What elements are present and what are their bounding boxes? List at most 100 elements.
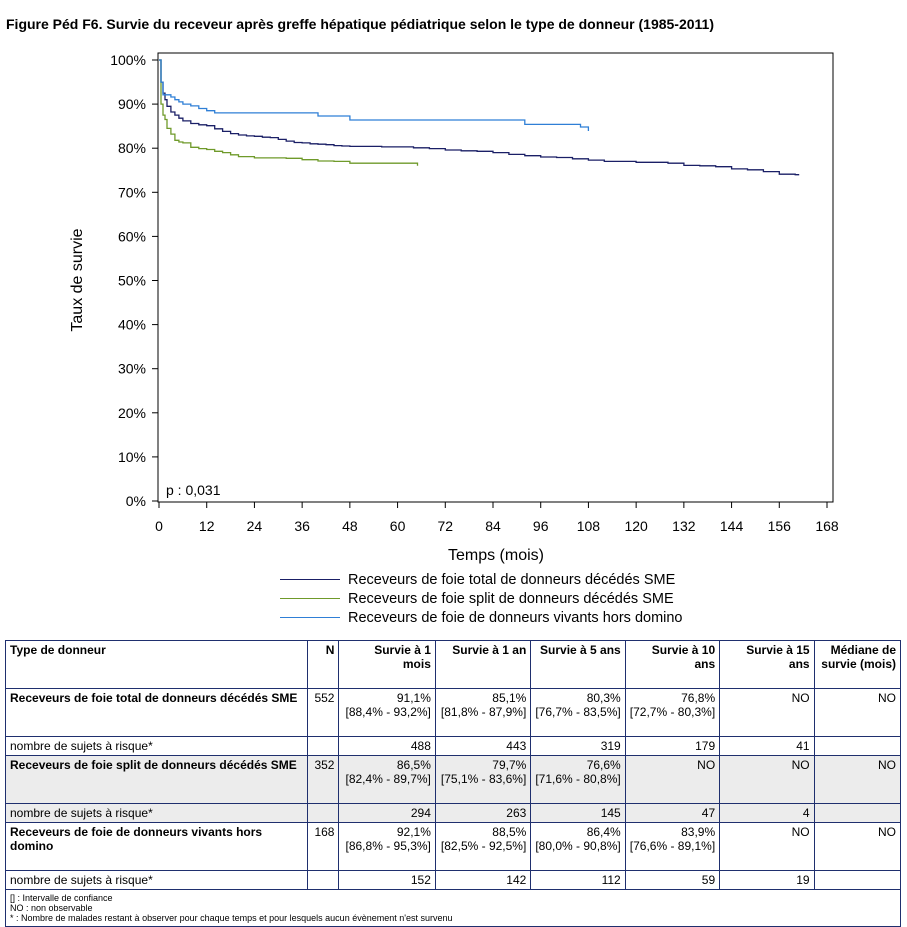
x-tick-label: 168 <box>815 518 839 534</box>
y-tick-label: 40% <box>118 317 146 333</box>
legend-item-total: Receveurs de foie total de donneurs décé… <box>280 570 683 589</box>
x-tick-label: 108 <box>577 518 601 534</box>
risk-10-years: 59 <box>624 870 721 890</box>
legend-label-split: Receveurs de foie split de donneurs décé… <box>348 590 674 607</box>
plot-background <box>60 38 852 570</box>
risk-1-month: 294 <box>338 803 436 823</box>
risk-15-years: 19 <box>719 870 815 890</box>
cell-empty <box>813 870 902 890</box>
survival-table: Type de donneur N Survie à 1 mois Survie… <box>4 640 902 927</box>
risk-15-years: 41 <box>719 736 815 756</box>
confidence-interval: [88,4% - 93,2%] <box>345 705 431 719</box>
cell-s1m: 91,1% [88,4% - 93,2%] <box>338 688 436 737</box>
cell-s15a: NO <box>719 688 815 737</box>
x-tick-label: 144 <box>720 518 744 534</box>
confidence-interval: [76,6% - 89,1%] <box>629 839 716 853</box>
value: 91,1% <box>396 691 431 705</box>
note-no: NO : non observable <box>10 903 93 913</box>
cell-empty <box>813 736 902 756</box>
legend-swatch-total <box>280 579 340 580</box>
cell-s10a: 83,9% [76,6% - 89,1%] <box>624 822 721 871</box>
value: 85,1% <box>492 691 527 705</box>
x-tick-label: 120 <box>624 518 648 534</box>
cell-s10a: NO <box>624 755 721 804</box>
cell-n: 552 <box>307 688 340 737</box>
value: 79,7% <box>492 758 527 772</box>
cell-empty <box>307 803 340 823</box>
y-tick-label: 50% <box>118 273 146 289</box>
confidence-interval: [71,6% - 80,8%] <box>535 772 621 786</box>
series-lines <box>159 59 800 176</box>
risk-5-years: 145 <box>530 803 626 823</box>
value: 80,3% <box>586 691 621 705</box>
x-tick-label: 96 <box>533 518 549 534</box>
confidence-interval: [76,7% - 83,5%] <box>535 705 621 719</box>
header-survival-5-years: Survie à 5 ans <box>530 640 626 689</box>
confidence-interval: [82,4% - 89,7%] <box>345 772 431 786</box>
confidence-interval: [80,0% - 90,8%] <box>535 839 621 853</box>
x-tick-label: 48 <box>342 518 358 534</box>
x-tick-label: 60 <box>390 518 406 534</box>
row-label: Receveurs de foie de donneurs vivants ho… <box>4 822 309 871</box>
value: 86,4% <box>586 825 621 839</box>
chart-legend: Receveurs de foie total de donneurs décé… <box>280 570 683 627</box>
row-label: Receveurs de foie total de donneurs décé… <box>4 688 309 737</box>
cell-median: NO <box>813 688 902 737</box>
risk-label: nombre de sujets à risque* <box>4 870 309 890</box>
cell-s1a: 85,1% [81,8% - 87,9%] <box>434 688 532 737</box>
p-value-annotation: p : 0,031 <box>166 482 221 498</box>
cell-s5a: 76,6% [71,6% - 80,8%] <box>530 755 626 804</box>
risk-1-month: 488 <box>338 736 436 756</box>
confidence-interval: [82,5% - 92,5%] <box>440 839 527 853</box>
value: 86,5% <box>396 758 431 772</box>
cell-s15a: NO <box>719 755 815 804</box>
cell-s15a: NO <box>719 822 815 871</box>
row-label: Receveurs de foie split de donneurs décé… <box>4 755 309 804</box>
x-tick-label: 132 <box>672 518 696 534</box>
cell-median: NO <box>813 822 902 871</box>
survival-chart: 0% 10% 20% 30% 40% 50% 60% 70% 80% 90% 100% 0 12 24 36… <box>60 38 852 570</box>
table-row-split: Receveurs de foie split de donneurs décé… <box>4 755 902 804</box>
figure-title: Figure Péd F6. Survie du receveur après … <box>6 16 714 32</box>
y-tick-label: 30% <box>118 361 146 377</box>
table-row-risk-split: nombre de sujets à risque* 294 263 145 4… <box>4 803 902 823</box>
x-tick-label: 84 <box>485 518 501 534</box>
legend-label-total: Receveurs de foie total de donneurs décé… <box>348 571 676 588</box>
x-tick-label: 72 <box>437 518 453 534</box>
cell-s1m: 86,5% [82,4% - 89,7%] <box>338 755 436 804</box>
risk-10-years: 179 <box>624 736 721 756</box>
confidence-interval: [81,8% - 87,9%] <box>440 705 527 719</box>
risk-5-years: 319 <box>530 736 626 756</box>
table-notes: [] : Intervalle de confiance NO : non ob… <box>5 889 901 927</box>
table-row-living: Receveurs de foie de donneurs vivants ho… <box>4 822 902 871</box>
y-tick-label: 100% <box>110 52 146 68</box>
table-header-row: Type de donneur N Survie à 1 mois Survie… <box>4 640 902 689</box>
plot-frame <box>157 52 834 503</box>
y-tick-label: 0% <box>126 493 146 509</box>
risk-10-years: 47 <box>624 803 721 823</box>
value: 83,9% <box>681 825 716 839</box>
value: 76,8% <box>681 691 716 705</box>
cell-empty <box>813 803 902 823</box>
value: 76,6% <box>586 758 621 772</box>
risk-1-year: 142 <box>434 870 532 890</box>
y-tick-label: 70% <box>118 184 146 200</box>
y-tick-label: 10% <box>118 449 146 465</box>
x-tick-label: 36 <box>294 518 310 534</box>
table-notes-row: [] : Intervalle de confiance NO : non ob… <box>5 889 901 927</box>
series-line-1 <box>159 59 800 176</box>
cell-s1m: 92,1% [86,8% - 95,3%] <box>338 822 436 871</box>
axes: 0% 10% 20% 30% 40% 50% 60% 70% 80% 90% 100% 0 12 24 36… <box>110 52 839 534</box>
cell-s10a: 76,8% [72,7% - 80,3%] <box>624 688 721 737</box>
value: 92,1% <box>396 825 431 839</box>
cell-empty <box>307 870 340 890</box>
legend-swatch-split <box>280 598 340 599</box>
cell-empty <box>307 736 340 756</box>
header-type: Type de donneur <box>4 640 309 689</box>
value: NO <box>697 758 716 772</box>
header-survival-15-years: Survie à 15 ans <box>719 640 815 689</box>
table-row-total: Receveurs de foie total de donneurs décé… <box>4 688 902 737</box>
risk-label: nombre de sujets à risque* <box>4 736 309 756</box>
confidence-interval: [72,7% - 80,3%] <box>629 705 716 719</box>
confidence-interval: [86,8% - 95,3%] <box>345 839 431 853</box>
